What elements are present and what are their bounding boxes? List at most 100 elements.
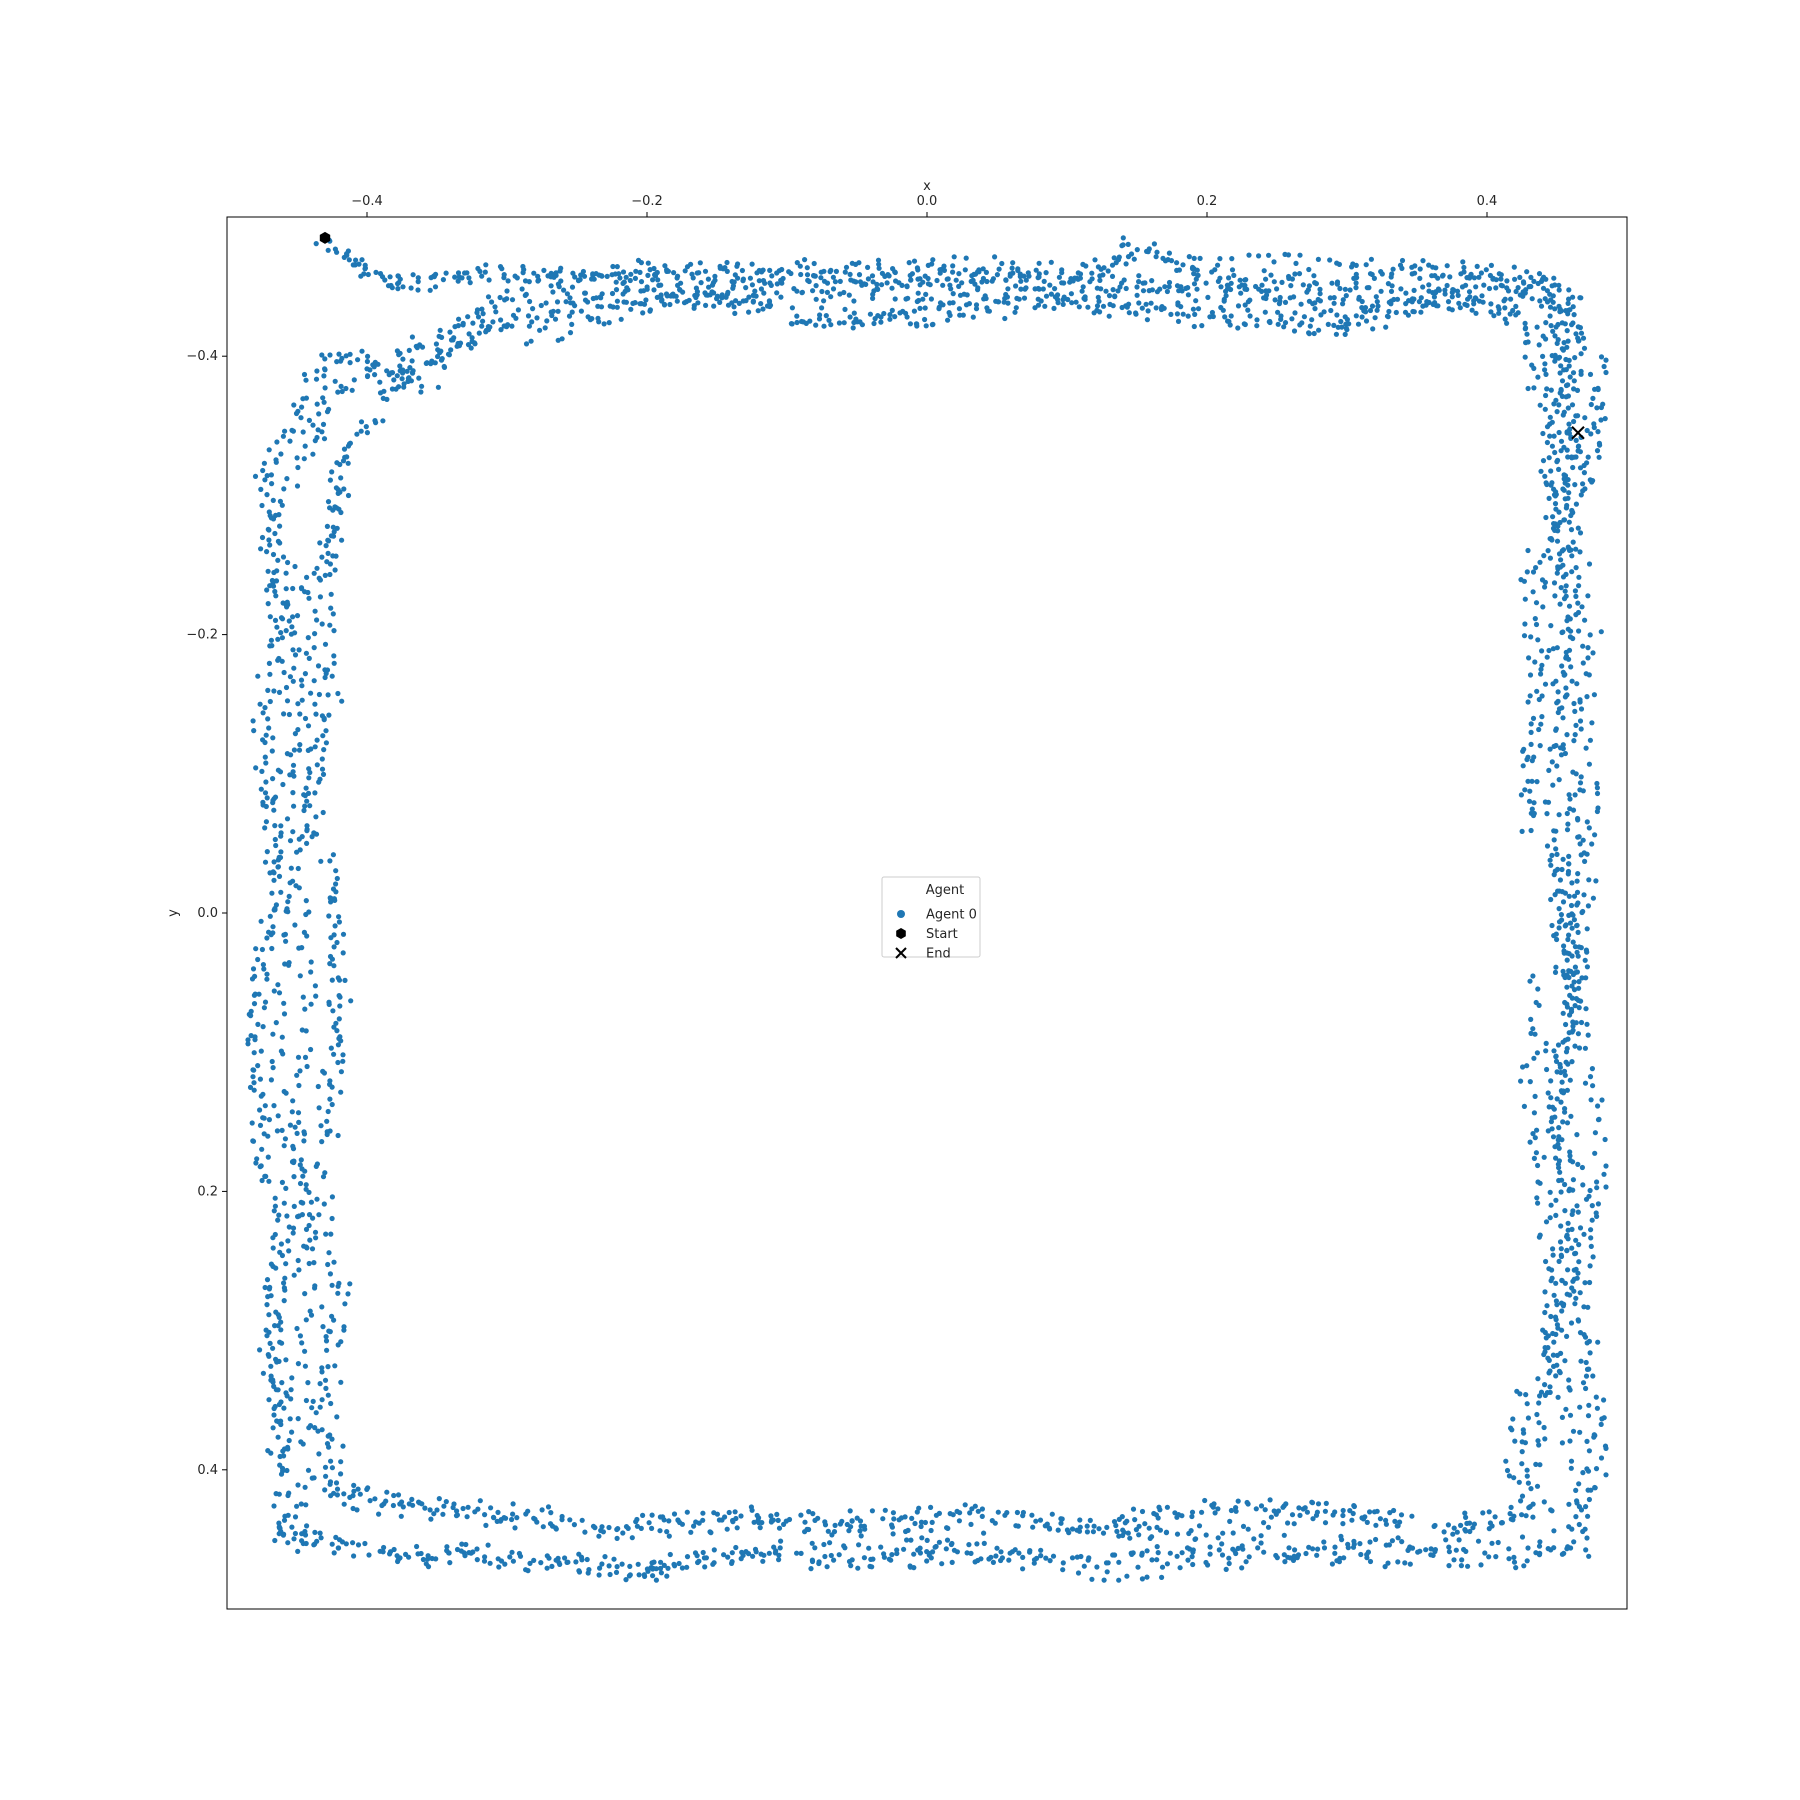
trajectory-point xyxy=(664,293,670,299)
trajectory-point xyxy=(1194,286,1200,292)
trajectory-point xyxy=(542,325,548,331)
trajectory-point xyxy=(607,1571,613,1578)
trajectory-point xyxy=(278,1241,284,1247)
trajectory-point xyxy=(1402,309,1409,315)
trajectory-point xyxy=(755,308,761,314)
trajectory-point xyxy=(1577,699,1583,705)
trajectory-point xyxy=(951,254,957,260)
trajectory-point xyxy=(778,294,784,300)
trajectory-point xyxy=(301,807,307,814)
trajectory-point xyxy=(319,1397,325,1403)
trajectory-point xyxy=(315,663,322,669)
trajectory-point xyxy=(1051,305,1057,311)
trajectory-point xyxy=(1564,1232,1570,1238)
trajectory-point xyxy=(619,1561,625,1567)
trajectory-point xyxy=(329,1084,335,1090)
trajectory-point xyxy=(1219,1541,1225,1547)
trajectory-point xyxy=(538,302,544,309)
trajectory-point xyxy=(1569,1245,1575,1251)
trajectory-point xyxy=(464,1514,470,1520)
trajectory-point xyxy=(1145,308,1151,314)
trajectory-point xyxy=(1552,333,1558,339)
trajectory-point xyxy=(1289,316,1295,322)
trajectory-point xyxy=(1363,262,1369,268)
trajectory-point xyxy=(322,385,328,391)
trajectory-point xyxy=(543,300,549,306)
trajectory-point xyxy=(1587,1350,1593,1356)
trajectory-point xyxy=(1518,1498,1524,1504)
trajectory-point xyxy=(302,671,308,677)
trajectory-point xyxy=(1576,574,1582,580)
trajectory-point xyxy=(1519,1493,1526,1499)
trajectory-point xyxy=(828,294,834,300)
trajectory-point xyxy=(277,1453,283,1460)
trajectory-point xyxy=(659,297,665,303)
trajectory-point xyxy=(1556,1125,1562,1131)
trajectory-point xyxy=(261,1115,267,1121)
trajectory-point xyxy=(1086,1555,1092,1561)
trajectory-point xyxy=(272,836,278,843)
trajectory-point xyxy=(1575,444,1581,450)
trajectory-point xyxy=(1101,1577,1107,1583)
trajectory-point xyxy=(645,260,651,266)
trajectory-point xyxy=(331,944,337,950)
trajectory-point xyxy=(597,294,603,300)
trajectory-point xyxy=(849,1557,855,1563)
trajectory-point xyxy=(1565,871,1571,877)
trajectory-point xyxy=(364,358,370,365)
trajectory-point xyxy=(1350,1510,1356,1517)
trajectory-point xyxy=(1292,310,1298,316)
trajectory-point xyxy=(1345,1541,1351,1547)
trajectory-point xyxy=(285,559,291,566)
trajectory-point xyxy=(853,316,859,322)
trajectory-point xyxy=(474,1546,480,1552)
trajectory-point xyxy=(1569,569,1575,575)
trajectory-point xyxy=(739,1549,745,1555)
trajectory-point xyxy=(953,277,959,283)
trajectory-point xyxy=(1583,1373,1590,1379)
trajectory-point xyxy=(898,1515,905,1521)
trajectory-point xyxy=(1100,272,1106,278)
trajectory-point xyxy=(335,975,341,981)
trajectory-point xyxy=(305,790,312,797)
trajectory-point xyxy=(729,1550,735,1556)
trajectory-point xyxy=(1225,284,1231,290)
trajectory-point xyxy=(1351,1503,1357,1509)
trajectory-point xyxy=(1565,626,1571,632)
trajectory-point xyxy=(1315,256,1321,262)
trajectory-point xyxy=(1342,331,1348,337)
trajectory-point xyxy=(1495,1539,1501,1546)
trajectory-point xyxy=(1556,355,1562,361)
trajectory-point xyxy=(794,319,800,326)
trajectory-point xyxy=(973,302,980,308)
trajectory-point xyxy=(606,1563,612,1569)
trajectory-point xyxy=(928,1527,934,1534)
trajectory-point xyxy=(256,991,262,997)
trajectory-point xyxy=(1479,293,1485,299)
trajectory-point xyxy=(1542,1289,1548,1295)
trajectory-point xyxy=(1562,496,1568,502)
trajectory-point xyxy=(429,358,435,364)
trajectory-point xyxy=(1528,721,1534,727)
trajectory-point xyxy=(823,313,829,319)
trajectory-point xyxy=(327,352,333,358)
trajectory-point xyxy=(292,630,298,636)
trajectory-point xyxy=(809,1540,815,1546)
trajectory-point xyxy=(1522,787,1528,793)
trajectory-point xyxy=(1586,1193,1592,1199)
trajectory-point xyxy=(1548,896,1554,903)
trajectory-point xyxy=(1562,588,1568,594)
trajectory-point xyxy=(444,1544,450,1550)
trajectory-point xyxy=(1223,1566,1229,1572)
trajectory-point xyxy=(1266,319,1272,325)
trajectory-point xyxy=(291,773,297,779)
trajectory-point xyxy=(1287,1555,1293,1561)
trajectory-point xyxy=(1571,386,1577,392)
trajectory-point xyxy=(1561,517,1568,523)
trajectory-point xyxy=(1519,1449,1525,1455)
trajectory-point xyxy=(1426,262,1432,268)
trajectory-point xyxy=(658,1570,665,1576)
trajectory-point xyxy=(1025,270,1031,276)
trajectory-point xyxy=(1584,949,1590,955)
trajectory-point xyxy=(841,1543,847,1549)
